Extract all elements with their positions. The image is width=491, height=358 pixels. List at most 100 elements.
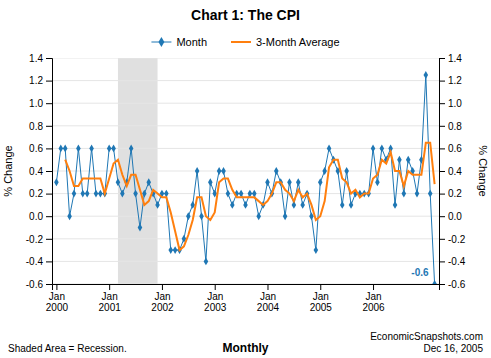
- marker: [129, 144, 134, 152]
- tick-mark: [439, 126, 445, 127]
- y-axis-title: % Change: [2, 145, 14, 196]
- marker: [274, 167, 279, 175]
- text-line: Jan: [260, 291, 276, 302]
- text-line: Jan: [49, 291, 65, 302]
- marker: [322, 167, 327, 175]
- tick: 0.6: [29, 143, 52, 154]
- grid-line: [52, 193, 439, 194]
- marker: [230, 201, 235, 209]
- tick-label: 1.4: [29, 53, 43, 64]
- legend-swatch: [231, 41, 251, 43]
- marker: [133, 190, 138, 198]
- marker: [248, 190, 253, 198]
- tick-mark: [46, 103, 52, 104]
- tick-label: 0.6: [448, 143, 462, 154]
- tick-label: 0.8: [448, 121, 462, 132]
- marker: [111, 144, 116, 152]
- tick: Jan2000: [46, 284, 69, 313]
- y2-axis: -0.6-0.4-0.20.00.20.40.60.81.01.21.4: [439, 53, 466, 290]
- tick: 1.4: [29, 53, 52, 64]
- marker: [375, 178, 380, 186]
- grid-line: [52, 171, 439, 172]
- tick-mark: [56, 284, 57, 290]
- marker: [186, 212, 191, 220]
- text-line: Jan: [207, 291, 223, 302]
- marker: [406, 156, 411, 164]
- tick-label: -0.2: [26, 234, 44, 245]
- tick-label: 1.2: [448, 75, 462, 86]
- tick-label: -0.4: [448, 256, 466, 267]
- marker: [98, 190, 103, 198]
- marker: [287, 178, 292, 186]
- marker: [94, 190, 99, 198]
- background: [52, 58, 439, 284]
- tick-mark: [439, 239, 445, 240]
- text-line: 2005: [310, 302, 333, 313]
- text-line: 2004: [257, 302, 280, 313]
- marker: [243, 201, 248, 209]
- tick-mark: [46, 261, 52, 262]
- marker: [226, 190, 231, 198]
- tick-mark: [439, 103, 445, 104]
- tick-mark: [46, 239, 52, 240]
- text-line: 2000: [46, 302, 69, 313]
- tick-mark: [162, 284, 163, 290]
- footer-note: EconomicSnapshots.comDec 16, 2005: [370, 331, 483, 354]
- tick-mark: [267, 284, 268, 290]
- marker: [81, 190, 86, 198]
- marker: [164, 190, 169, 198]
- tick-mark: [439, 171, 445, 172]
- marker: [217, 167, 222, 175]
- text-line: 2003: [204, 302, 227, 313]
- tick-mark: [439, 148, 445, 149]
- marker: [138, 224, 143, 232]
- series-line: [65, 143, 434, 250]
- tick-mark: [46, 148, 52, 149]
- tick-label: 0.4: [29, 166, 43, 177]
- marker: [239, 190, 244, 198]
- tick-mark: [320, 284, 321, 290]
- grid-line: [52, 125, 439, 126]
- tick-mark: [439, 81, 445, 82]
- tick-label: 0.6: [29, 143, 43, 154]
- tick: -0.2: [439, 234, 466, 245]
- footer-note: Shaded Area = Recession.: [8, 343, 127, 354]
- tick: 1.0: [29, 98, 52, 109]
- series-markers: [54, 71, 437, 284]
- marker: [107, 144, 112, 152]
- grid: [52, 58, 439, 284]
- tick-mark: [46, 58, 52, 59]
- grid-line: [52, 261, 439, 262]
- tick-mark: [46, 126, 52, 127]
- tick-label: 0.8: [29, 121, 43, 132]
- axis-domain: [53, 285, 440, 291]
- legend-item: Month: [151, 36, 207, 48]
- legend-marker: [158, 37, 164, 47]
- marker: [155, 201, 160, 209]
- text-line: Jan: [102, 291, 118, 302]
- tick-mark: [439, 216, 445, 217]
- tick-mark: [439, 261, 445, 262]
- tick: -0.6: [439, 279, 466, 290]
- tick-mark: [46, 81, 52, 82]
- marker: [265, 178, 270, 186]
- tick-label: 1.0: [29, 98, 43, 109]
- tick-label: Jan2001: [99, 291, 122, 313]
- tick-mark: [439, 58, 445, 59]
- tick: Jan2002: [151, 284, 174, 313]
- tick-mark: [373, 284, 374, 290]
- marker: [415, 190, 420, 198]
- axis-domain: [440, 59, 446, 285]
- tick: 1.2: [29, 75, 52, 86]
- tick-mark: [46, 171, 52, 172]
- tick: 0.0: [29, 211, 52, 222]
- axis-domain: [46, 59, 53, 285]
- text-line: Shaded Area = Recession.: [8, 343, 127, 354]
- marker: [146, 178, 151, 186]
- legend-label: Month: [176, 36, 207, 48]
- tick-mark: [46, 284, 52, 285]
- marker: [314, 246, 319, 254]
- tick: -0.6: [26, 279, 52, 290]
- tick: 0.0: [439, 211, 462, 222]
- tick: -0.4: [26, 256, 52, 267]
